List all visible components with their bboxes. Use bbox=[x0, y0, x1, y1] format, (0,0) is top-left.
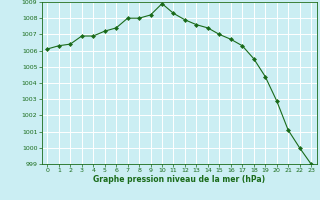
X-axis label: Graphe pression niveau de la mer (hPa): Graphe pression niveau de la mer (hPa) bbox=[93, 175, 265, 184]
